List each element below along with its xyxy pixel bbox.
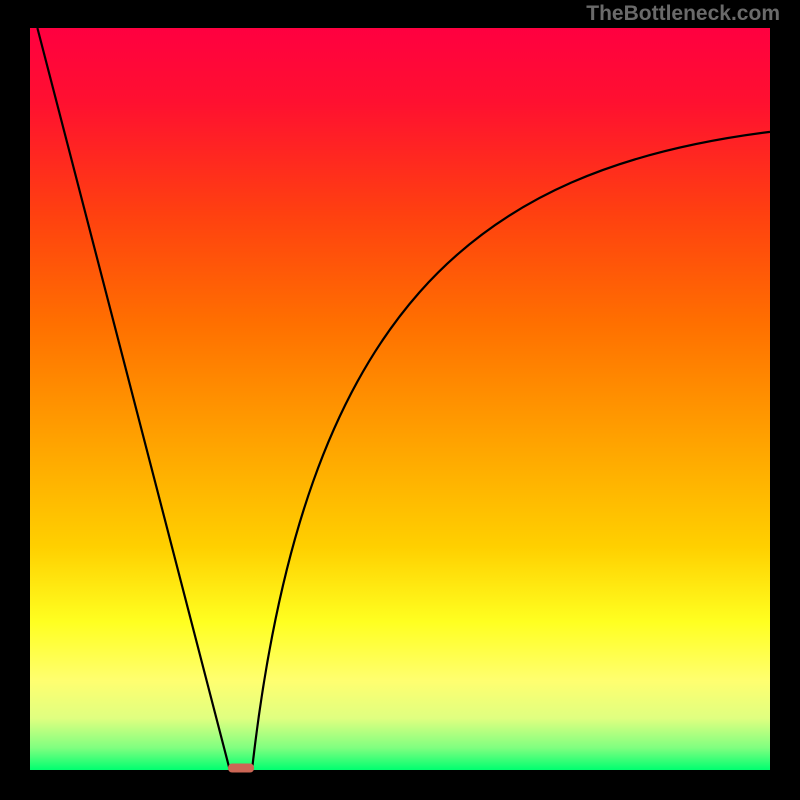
curve-right-branch	[252, 132, 770, 770]
curve-left-branch	[37, 28, 229, 770]
plot-svg	[30, 28, 770, 770]
plot-area	[30, 28, 770, 770]
watermark-text: TheBottleneck.com	[586, 2, 780, 26]
minimum-marker	[228, 763, 254, 772]
